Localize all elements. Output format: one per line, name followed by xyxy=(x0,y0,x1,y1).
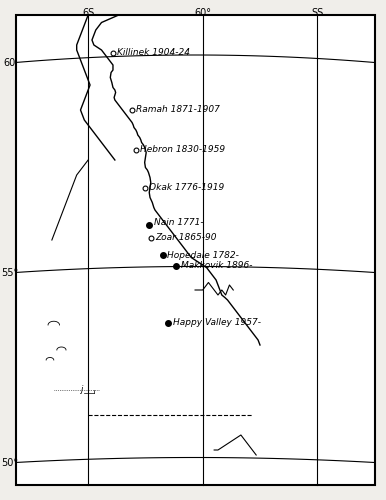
Text: Hebron 1830-1959: Hebron 1830-1959 xyxy=(140,146,225,154)
Text: Hopedale 1782-: Hopedale 1782- xyxy=(167,250,239,260)
Text: 60°: 60° xyxy=(194,8,211,18)
Text: Killinek 1904-24: Killinek 1904-24 xyxy=(117,48,190,57)
Text: Zoar 1865-90: Zoar 1865-90 xyxy=(155,233,217,242)
Text: 55°: 55° xyxy=(1,268,19,278)
Text: 50°: 50° xyxy=(1,458,19,468)
Text: Nain 1771-: Nain 1771- xyxy=(154,218,203,227)
Text: Makkovik 1896-: Makkovik 1896- xyxy=(181,262,252,270)
Text: Okak 1776-1919: Okak 1776-1919 xyxy=(149,183,225,192)
Text: Happy Valley 1957-: Happy Valley 1957- xyxy=(173,318,261,327)
Text: 60: 60 xyxy=(4,58,16,68)
Text: Ramah 1871-1907: Ramah 1871-1907 xyxy=(136,106,220,114)
Text: 6S: 6S xyxy=(82,8,94,18)
Text: j: j xyxy=(81,386,83,394)
Text: SS: SS xyxy=(311,8,323,18)
